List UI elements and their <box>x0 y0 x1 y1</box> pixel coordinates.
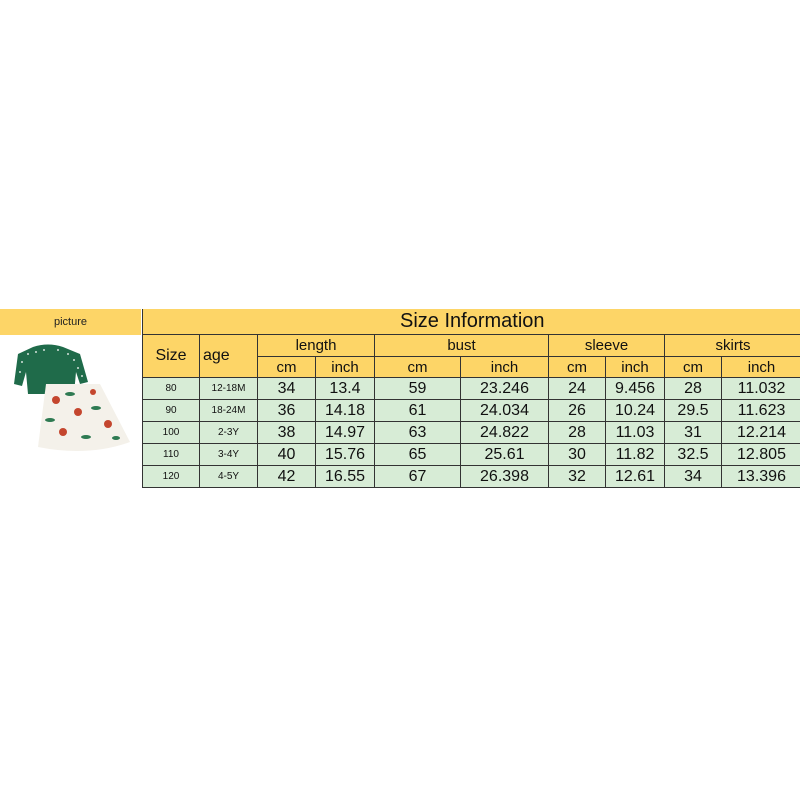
cell-skirts-cm: 28 <box>664 377 722 400</box>
cell-skirts-inch: 12.214 <box>720 421 800 444</box>
table-title: Size Information <box>141 309 800 335</box>
cell-age: 18-24M <box>199 399 258 422</box>
cell-bust-inch: 25.61 <box>460 443 549 466</box>
cell-sleeve-inch: 11.82 <box>605 443 665 466</box>
cell-length-inch: 16.55 <box>315 465 375 488</box>
header-length: length <box>257 334 375 357</box>
cell-sleeve-cm: 30 <box>548 443 606 466</box>
cell-length-inch: 14.18 <box>315 399 375 422</box>
cell-bust-inch: 23.246 <box>460 377 549 400</box>
subheader-cm: cm <box>664 356 722 378</box>
header-sleeve: sleeve <box>548 334 665 357</box>
cell-bust-cm: 63 <box>374 421 461 444</box>
cell-length-cm: 34 <box>257 377 316 400</box>
cell-skirts-inch: 13.396 <box>720 465 800 488</box>
subheader-inch: inch <box>315 356 375 378</box>
cell-length-cm: 38 <box>257 421 316 444</box>
cell-age: 3-4Y <box>199 443 258 466</box>
size-chart-table: Size Information Size age length bust sl… <box>141 309 800 488</box>
header-bust: bust <box>374 334 549 357</box>
picture-header: picture <box>0 309 141 335</box>
cell-sleeve-cm: 28 <box>548 421 606 444</box>
cell-skirts-cm: 34 <box>664 465 722 488</box>
header-age: age <box>199 334 258 378</box>
cell-size: 90 <box>142 399 200 422</box>
cell-skirts-cm: 32.5 <box>664 443 722 466</box>
cell-skirts-cm: 31 <box>664 421 722 444</box>
cell-length-cm: 36 <box>257 399 316 422</box>
cell-sleeve-inch: 11.03 <box>605 421 665 444</box>
table-row: 100 2-3Y 38 14.97 63 24.822 28 11.03 31 12.214 <box>142 421 800 444</box>
cell-skirts-inch: 12.805 <box>720 443 800 466</box>
header-skirts: skirts <box>663 334 800 357</box>
cell-length-cm: 40 <box>257 443 316 466</box>
cell-length-cm: 42 <box>257 465 316 488</box>
cell-bust-inch: 24.822 <box>460 421 549 444</box>
subheader-inch: inch <box>605 356 665 378</box>
cell-bust-inch: 24.034 <box>460 399 549 422</box>
cell-size: 110 <box>142 443 200 466</box>
cell-size: 120 <box>142 465 200 488</box>
cell-bust-cm: 65 <box>374 443 461 466</box>
subheader-inch: inch <box>720 356 800 378</box>
cell-sleeve-cm: 32 <box>548 465 606 488</box>
cell-length-inch: 15.76 <box>315 443 375 466</box>
cell-sleeve-inch: 12.61 <box>605 465 665 488</box>
cell-age: 2-3Y <box>199 421 258 444</box>
cell-age: 12-18M <box>199 377 258 400</box>
table-row: 120 4-5Y 42 16.55 67 26.398 32 12.61 34 13.396 <box>142 465 800 488</box>
cell-bust-cm: 67 <box>374 465 461 488</box>
sweater-image <box>14 344 88 394</box>
cell-sleeve-inch: 9.456 <box>605 377 665 400</box>
subheader-inch: inch <box>460 356 549 378</box>
subheader-cm: cm <box>374 356 461 378</box>
product-image <box>14 344 130 451</box>
table-row: 110 3-4Y 40 15.76 65 25.61 30 11.82 32.5 12.805 <box>142 443 800 466</box>
cell-bust-cm: 61 <box>374 399 461 422</box>
cell-length-inch: 14.97 <box>315 421 375 444</box>
table-row: 90 18-24M 36 14.18 61 24.034 26 10.24 29.5 11.623 <box>142 399 800 422</box>
header-size: Size <box>142 334 200 378</box>
subheader-cm: cm <box>548 356 606 378</box>
cell-skirts-inch: 11.623 <box>720 399 800 422</box>
cell-skirts-inch: 11.032 <box>720 377 800 400</box>
cell-size: 100 <box>142 421 200 444</box>
cell-bust-cm: 59 <box>374 377 461 400</box>
skirt-image <box>38 384 130 451</box>
cell-sleeve-cm: 24 <box>548 377 606 400</box>
cell-length-inch: 13.4 <box>315 377 375 400</box>
cell-sleeve-inch: 10.24 <box>605 399 665 422</box>
cell-bust-inch: 26.398 <box>460 465 549 488</box>
subheader-cm: cm <box>257 356 316 378</box>
table-row: 80 12-18M 34 13.4 59 23.246 24 9.456 28 11.032 <box>142 377 800 400</box>
cell-age: 4-5Y <box>199 465 258 488</box>
cell-size: 80 <box>142 377 200 400</box>
cell-sleeve-cm: 26 <box>548 399 606 422</box>
cell-skirts-cm: 29.5 <box>664 399 722 422</box>
